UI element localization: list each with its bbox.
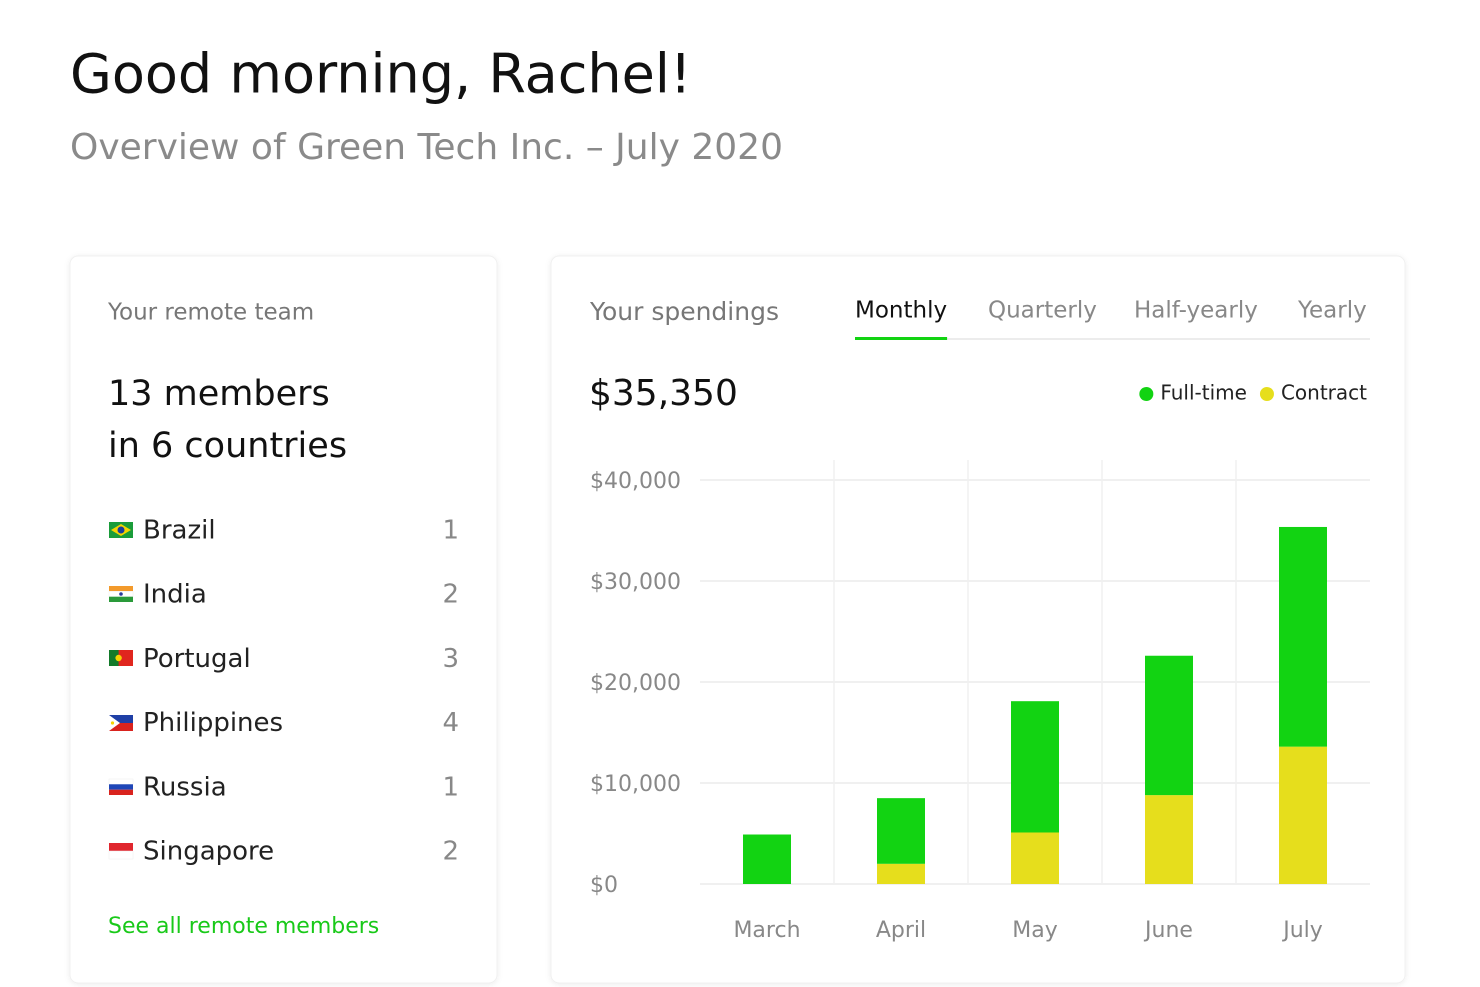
x-tick-label: March <box>733 918 800 943</box>
bar-segment <box>1279 526 1327 747</box>
page-title: Good morning, Rachel! <box>70 43 692 106</box>
y-tick-label: $40,000 <box>590 469 681 494</box>
y-tick-label: $20,000 <box>590 671 681 696</box>
country-count: 3 <box>442 644 459 674</box>
flag <box>108 586 134 602</box>
period-tab[interactable]: Quarterly <box>988 298 1097 324</box>
period-tab[interactable]: Yearly <box>1297 298 1367 324</box>
team-headline: 13 members <box>108 374 330 414</box>
x-tick-label: June <box>1143 918 1193 943</box>
country-count: 2 <box>442 580 459 610</box>
country-count: 1 <box>442 772 459 802</box>
country-name: Portugal <box>143 644 251 674</box>
flag <box>108 843 134 860</box>
x-tick-label: May <box>1012 918 1057 943</box>
period-tab[interactable]: Half-yearly <box>1134 298 1258 324</box>
team-card <box>69 255 498 984</box>
page-subtitle: Overview of Green Tech Inc. – July 2020 <box>70 127 783 168</box>
country-name: Russia <box>143 772 227 802</box>
bar-segment <box>1011 832 1059 884</box>
bar-segment <box>1145 655 1193 796</box>
flag <box>108 778 134 795</box>
active-tab-underline <box>855 337 948 340</box>
bar-segment <box>1145 795 1193 884</box>
see-all-link[interactable]: See all remote members <box>108 914 379 939</box>
chart-title: Your spendings <box>589 297 779 326</box>
x-tick-label: April <box>876 918 926 943</box>
bar-segment <box>743 834 791 884</box>
team-title: Your remote team <box>107 300 314 326</box>
period-tab[interactable]: Monthly <box>855 298 947 324</box>
country-name: Singapore <box>143 837 274 867</box>
bar-segment <box>1279 746 1327 884</box>
total-spending: $35,350 <box>589 373 738 414</box>
y-tick-label: $30,000 <box>590 570 681 595</box>
bar-segment <box>877 863 925 884</box>
bar-segment <box>1011 701 1059 833</box>
x-tick-label: July <box>1281 918 1323 943</box>
country-name: Brazil <box>143 516 216 546</box>
y-tick-label: $0 <box>590 873 618 898</box>
y-tick-label: $10,000 <box>590 772 681 797</box>
flag <box>109 522 133 538</box>
legend-dot <box>1139 387 1154 401</box>
legend-label: Contract <box>1281 381 1367 405</box>
flags <box>108 522 134 860</box>
flag <box>109 715 133 731</box>
spending-card <box>550 255 1406 984</box>
team-headline: in 6 countries <box>108 426 347 466</box>
flag <box>109 650 133 666</box>
country-name: India <box>143 580 207 610</box>
legend-dot <box>1259 387 1274 401</box>
bar-segment <box>877 798 925 864</box>
legend-label: Full-time <box>1160 381 1247 405</box>
country-count: 2 <box>442 837 459 867</box>
country-name: Philippines <box>143 708 283 738</box>
country-count: 1 <box>442 516 459 546</box>
country-count: 4 <box>442 708 459 738</box>
